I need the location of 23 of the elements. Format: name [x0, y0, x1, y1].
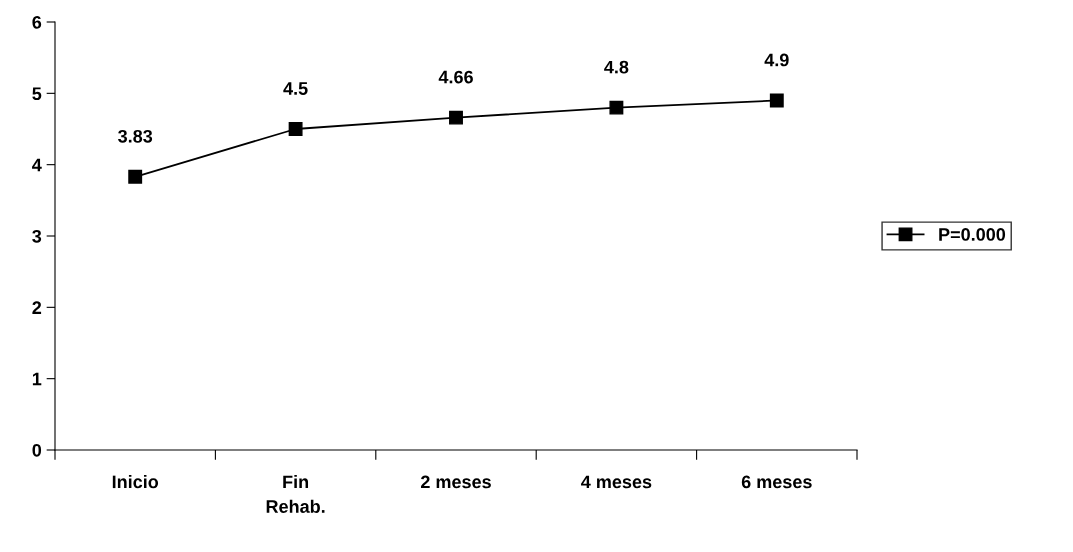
- y-tick-label: 1: [32, 372, 42, 386]
- y-tick-label: 4: [32, 158, 42, 172]
- x-tick-label: 4 meses: [581, 475, 652, 489]
- data-label: 4.9: [764, 53, 789, 67]
- point: [128, 169, 143, 184]
- point: [769, 93, 784, 108]
- x-tick-label: 2 meses: [420, 475, 491, 489]
- point: [288, 122, 303, 136]
- data-label: 3.83: [118, 129, 153, 143]
- point: [449, 110, 463, 125]
- data-label: 4.66: [438, 70, 473, 84]
- point: [609, 100, 624, 115]
- y-tick-label: 2: [32, 301, 42, 314]
- data-label: 4.5: [283, 82, 308, 95]
- x-tick-label: Fin Rehab.: [266, 475, 325, 513]
- y-tick-label: 3: [32, 229, 42, 243]
- y-tick-label: 5: [32, 87, 42, 101]
- y-tick-label: 6: [32, 15, 42, 29]
- y-tick-label: 0: [32, 443, 42, 457]
- legend-label: P=0.000: [939, 228, 1006, 241]
- x-tick-label: Inicio: [112, 475, 159, 489]
- x-tick-label: 6 meses: [741, 475, 812, 489]
- data-label: 4.8: [604, 60, 629, 74]
